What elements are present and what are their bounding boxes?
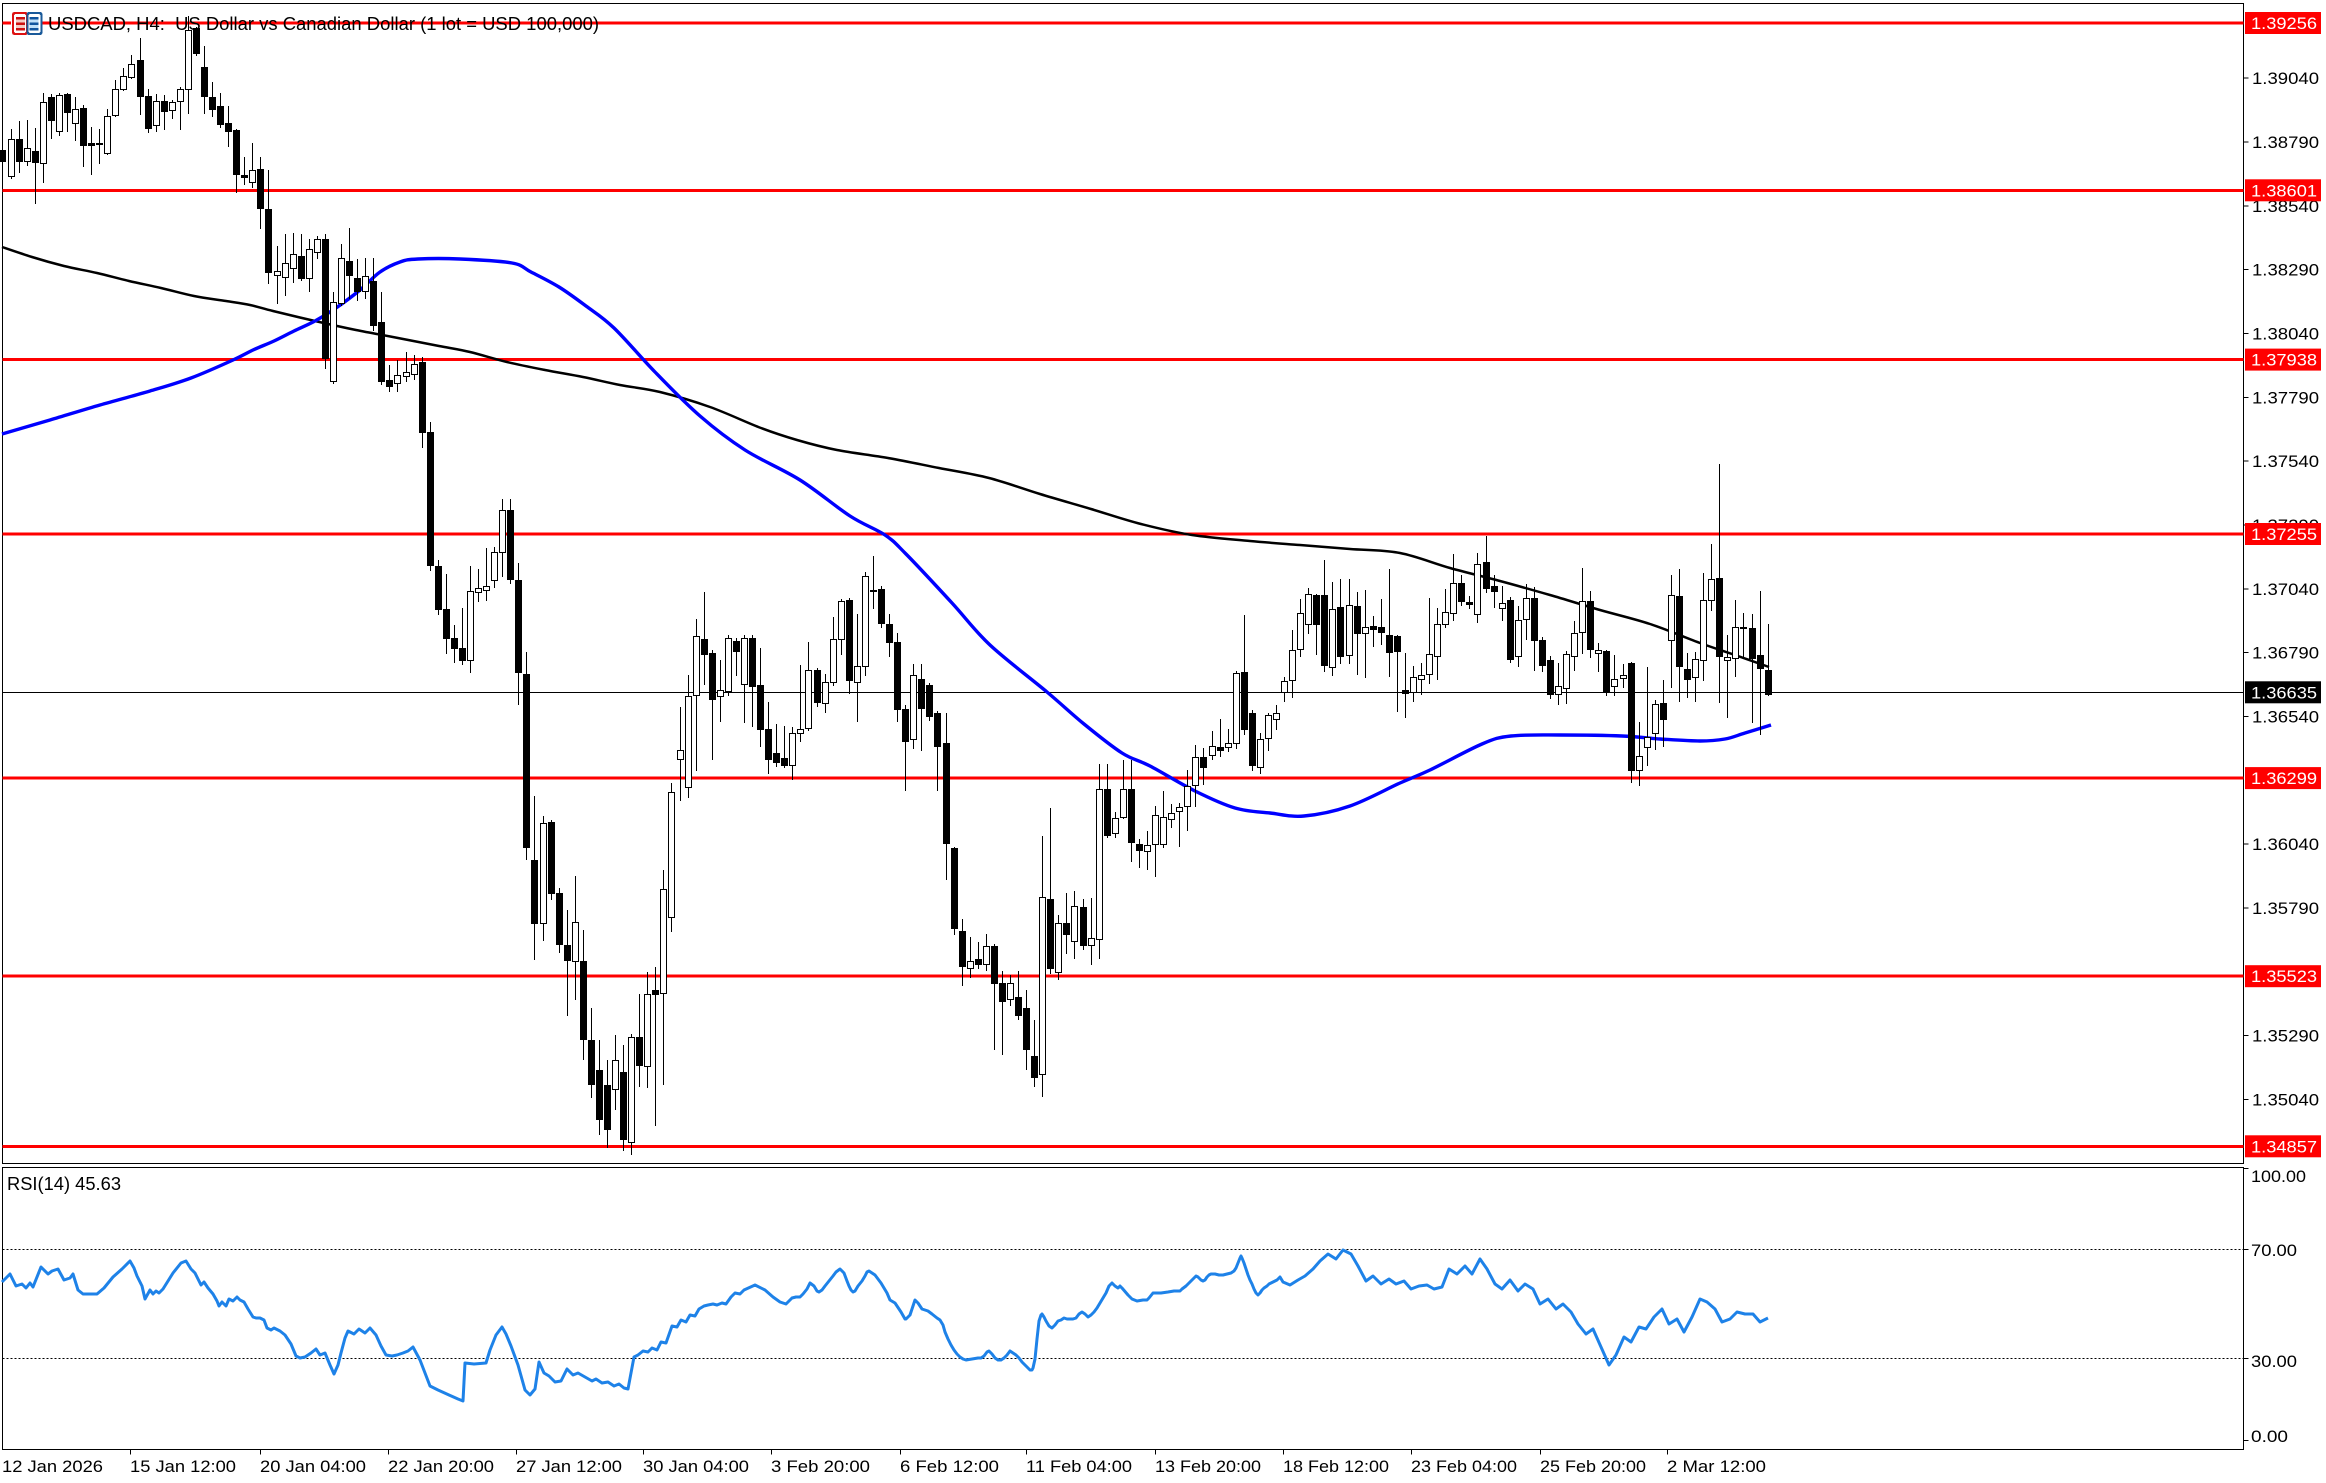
svg-text:1.38290: 1.38290 xyxy=(2252,261,2319,280)
svg-text:1.36540: 1.36540 xyxy=(2252,708,2319,727)
svg-text:30 Jan 04:00: 30 Jan 04:00 xyxy=(643,1457,749,1476)
svg-text:USDCAD, H4: US Dollar vs Cana: USDCAD, H4: US Dollar vs Canadian Dollar… xyxy=(48,14,599,34)
svg-text:30.00: 30.00 xyxy=(2251,1352,2297,1371)
svg-text:70.00: 70.00 xyxy=(2251,1241,2297,1260)
svg-text:25 Feb 20:00: 25 Feb 20:00 xyxy=(1540,1457,1646,1476)
svg-text:3 Feb 20:00: 3 Feb 20:00 xyxy=(771,1457,870,1476)
svg-text:1.35790: 1.35790 xyxy=(2252,899,2319,918)
svg-text:27 Jan 12:00: 27 Jan 12:00 xyxy=(516,1457,622,1476)
svg-text:20 Jan 04:00: 20 Jan 04:00 xyxy=(260,1457,366,1476)
svg-text:2 Mar 12:00: 2 Mar 12:00 xyxy=(1667,1457,1766,1476)
svg-text:18 Feb 12:00: 18 Feb 12:00 xyxy=(1283,1457,1389,1476)
svg-text:23 Feb 04:00: 23 Feb 04:00 xyxy=(1411,1457,1517,1476)
svg-text:1.37040: 1.37040 xyxy=(2252,580,2319,599)
svg-text:6 Feb 12:00: 6 Feb 12:00 xyxy=(900,1457,999,1476)
svg-text:RSI(14) 45.63: RSI(14) 45.63 xyxy=(7,1174,121,1194)
svg-text:1.36635: 1.36635 xyxy=(2251,683,2317,702)
svg-text:1.35290: 1.35290 xyxy=(2252,1027,2319,1046)
svg-text:1.36299: 1.36299 xyxy=(2251,769,2317,788)
svg-text:15 Jan 12:00: 15 Jan 12:00 xyxy=(130,1457,236,1476)
svg-text:1.39256: 1.39256 xyxy=(2251,14,2317,33)
svg-text:1.38040: 1.38040 xyxy=(2252,325,2319,344)
svg-text:100.00: 100.00 xyxy=(2251,1167,2306,1186)
svg-text:1.39040: 1.39040 xyxy=(2252,69,2319,88)
svg-text:1.35040: 1.35040 xyxy=(2252,1091,2319,1110)
svg-text:1.38601: 1.38601 xyxy=(2251,181,2317,200)
svg-text:1.36790: 1.36790 xyxy=(2252,644,2319,663)
svg-text:0.00: 0.00 xyxy=(2251,1427,2288,1446)
svg-text:13 Feb 20:00: 13 Feb 20:00 xyxy=(1155,1457,1261,1476)
svg-text:1.37938: 1.37938 xyxy=(2251,351,2317,370)
svg-text:1.38790: 1.38790 xyxy=(2252,133,2319,152)
svg-text:12 Jan 2026: 12 Jan 2026 xyxy=(2,1457,103,1476)
svg-text:1.38540: 1.38540 xyxy=(2252,197,2319,216)
svg-text:11 Feb 04:00: 11 Feb 04:00 xyxy=(1026,1457,1132,1476)
svg-text:1.36040: 1.36040 xyxy=(2252,835,2319,854)
svg-text:1.37540: 1.37540 xyxy=(2252,452,2319,471)
svg-text:22 Jan 20:00: 22 Jan 20:00 xyxy=(388,1457,494,1476)
svg-text:1.35523: 1.35523 xyxy=(2251,967,2317,986)
svg-text:1.37790: 1.37790 xyxy=(2252,388,2319,407)
svg-text:1.34857: 1.34857 xyxy=(2251,1137,2317,1156)
svg-text:1.37255: 1.37255 xyxy=(2251,525,2317,544)
